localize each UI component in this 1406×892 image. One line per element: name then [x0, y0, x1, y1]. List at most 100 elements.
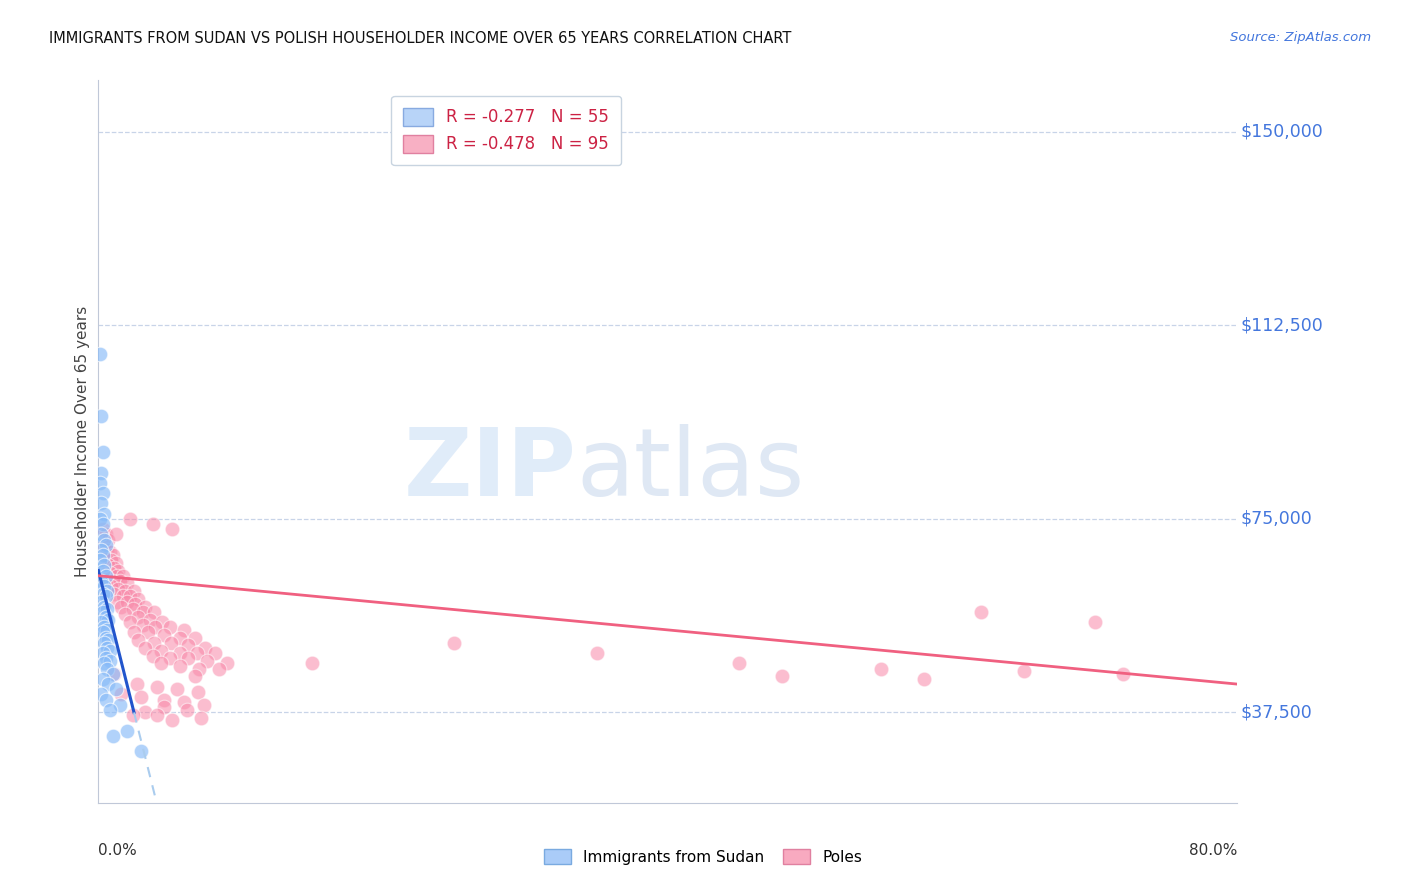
Point — [136, 625, 159, 640]
Point — [208, 662, 231, 676]
Point — [204, 646, 226, 660]
Point — [188, 662, 211, 676]
Point — [134, 599, 156, 614]
Text: IMMIGRANTS FROM SUDAN VS POLISH HOUSEHOLDER INCOME OVER 65 YEARS CORRELATION CHA: IMMIGRANTS FROM SUDAN VS POLISH HOUSEHOL… — [49, 31, 792, 46]
Point — [1012, 664, 1035, 678]
Point — [98, 654, 121, 668]
Text: atlas: atlas — [576, 425, 806, 516]
Point — [114, 607, 136, 622]
Point — [160, 636, 183, 650]
Point — [127, 591, 149, 606]
Point — [111, 568, 134, 582]
Point — [141, 517, 163, 532]
Point — [90, 615, 112, 630]
Point — [90, 687, 112, 701]
Point — [93, 533, 115, 547]
Point — [1084, 615, 1107, 630]
Point — [142, 605, 165, 619]
Point — [166, 682, 188, 697]
Point — [90, 594, 112, 608]
Point — [98, 703, 121, 717]
Point — [94, 550, 117, 565]
Point — [105, 568, 128, 582]
Point — [122, 625, 145, 640]
Text: $150,000: $150,000 — [1240, 123, 1323, 141]
Point — [134, 640, 156, 655]
Point — [90, 527, 112, 541]
Point — [98, 643, 121, 657]
Point — [176, 703, 198, 717]
Point — [870, 662, 893, 676]
Point — [91, 522, 114, 536]
Point — [108, 698, 131, 712]
Point — [114, 584, 136, 599]
Point — [91, 587, 114, 601]
Point — [96, 640, 118, 655]
Text: $112,500: $112,500 — [1240, 317, 1323, 334]
Point — [146, 680, 169, 694]
Point — [90, 466, 112, 480]
Text: $37,500: $37,500 — [1240, 704, 1312, 722]
Point — [93, 620, 115, 634]
Point — [110, 687, 132, 701]
Point — [1112, 666, 1135, 681]
Point — [153, 628, 176, 642]
Point — [91, 605, 114, 619]
Point — [90, 542, 112, 557]
Point — [97, 558, 120, 573]
Point — [93, 507, 115, 521]
Point — [93, 558, 115, 573]
Point — [98, 545, 121, 559]
Point — [150, 643, 173, 657]
Point — [91, 625, 114, 640]
Point — [443, 636, 465, 650]
Point — [129, 744, 152, 758]
Point — [94, 692, 117, 706]
Point — [101, 729, 124, 743]
Point — [97, 533, 120, 547]
Point — [141, 648, 163, 663]
Point — [195, 654, 218, 668]
Point — [134, 706, 156, 720]
Point — [93, 657, 115, 671]
Point — [94, 631, 117, 645]
Y-axis label: Householder Income Over 65 years: Householder Income Over 65 years — [75, 306, 90, 577]
Point — [159, 620, 181, 634]
Point — [184, 631, 207, 645]
Point — [91, 646, 114, 660]
Point — [100, 553, 122, 567]
Point — [162, 522, 184, 536]
Point — [104, 556, 127, 570]
Point — [90, 496, 112, 510]
Point — [104, 527, 127, 541]
Point — [107, 564, 129, 578]
Point — [193, 698, 215, 712]
Point — [142, 636, 165, 650]
Point — [728, 657, 751, 671]
Point — [94, 610, 117, 624]
Point — [101, 574, 124, 588]
Point — [177, 651, 200, 665]
Point — [96, 623, 118, 637]
Point — [186, 646, 208, 660]
Point — [162, 713, 184, 727]
Text: Source: ZipAtlas.com: Source: ZipAtlas.com — [1230, 31, 1371, 45]
Point — [100, 579, 122, 593]
Point — [194, 640, 217, 655]
Point — [129, 690, 152, 704]
Point — [115, 594, 138, 608]
Point — [96, 584, 118, 599]
Point — [96, 602, 118, 616]
Point — [912, 672, 935, 686]
Point — [104, 682, 127, 697]
Point — [131, 605, 153, 619]
Point — [970, 605, 993, 619]
Point — [145, 620, 167, 634]
Point — [91, 548, 114, 562]
Point — [103, 587, 125, 601]
Text: ZIP: ZIP — [404, 425, 576, 516]
Point — [184, 669, 207, 683]
Point — [105, 594, 128, 608]
Point — [301, 657, 323, 671]
Point — [115, 723, 138, 738]
